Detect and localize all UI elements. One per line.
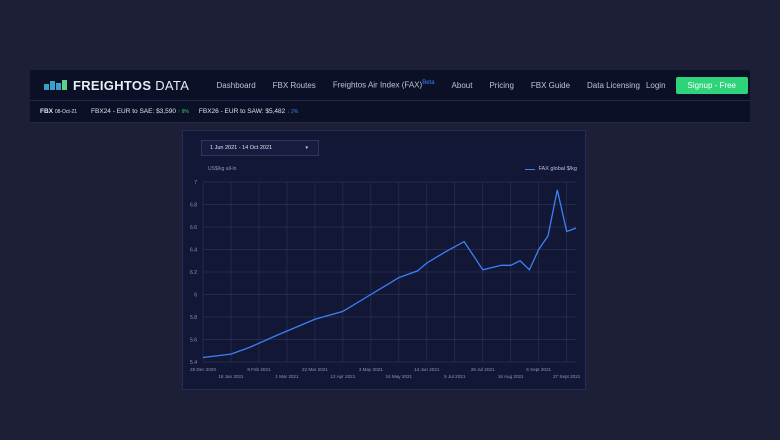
logo-icon — [44, 80, 67, 90]
ticker-label: FBX 08-Oct-21 — [40, 108, 78, 115]
x-tick-label: 26 Jul 2021 — [471, 367, 495, 372]
ticker-bar: FBX 08-Oct-21 FBX24 - EUR to SAE: $3,590… — [30, 101, 750, 123]
beta-badge: Beta — [422, 80, 435, 87]
date-range-select[interactable]: 1 Jun 2021 - 14 Oct 2021 ▾ — [201, 140, 319, 156]
y-tick-label: 6.8 — [190, 203, 197, 209]
logo-text: FREIGHTOS — [73, 77, 152, 93]
y-tick-label: 5.4 — [190, 360, 197, 366]
logo-text-light: DATA — [151, 77, 190, 93]
nav-fax[interactable]: Freightos Air Index (FAX)Beta — [333, 80, 435, 90]
y-tick-label: 5.6 — [190, 338, 197, 344]
y-tick-label: 6.6 — [190, 225, 197, 231]
chart-legend[interactable]: FAX global $/kg — [525, 166, 577, 172]
x-tick-label: 5 Jul 2021 — [444, 374, 466, 379]
nav-fax-label: Freightos Air Index (FAX) — [332, 80, 423, 90]
x-tick-label: 18 Jan 2021 — [218, 374, 244, 379]
y-tick-label: 6 — [194, 293, 197, 299]
x-tick-label: 3 May 2021 — [359, 367, 383, 372]
y-axis-unit: US$/kg all-in — [208, 166, 237, 172]
y-tick-label: 7 — [194, 180, 197, 186]
x-tick-label: 6 Sept 2021 — [526, 367, 551, 372]
series-line — [202, 189, 577, 359]
nav-dashboard[interactable]: Dashboard — [216, 80, 256, 90]
nav-pricing[interactable]: Pricing — [489, 80, 514, 90]
signup-button[interactable]: Signup - Free — [675, 76, 748, 94]
ticker-item[interactable]: FBX26 - EUR to SAW: $5,482 ↓ 2% — [198, 108, 299, 115]
chart-card: 1 Jun 2021 - 14 Oct 2021 ▾ US$/kg all-in … — [182, 130, 586, 390]
nav-about[interactable]: About — [451, 80, 473, 90]
x-tick-label: 1 Mar 2021 — [275, 374, 299, 379]
chevron-down-icon: ▾ — [305, 145, 308, 151]
y-tick-label: 5.8 — [190, 315, 197, 321]
ticker-date: 08-Oct-21 — [54, 109, 78, 115]
ticker-item[interactable]: FBX24 - EUR to SAE: $3,590 ↑ 9% — [91, 108, 189, 115]
x-tick-label: 12 Apr 2021 — [330, 374, 355, 379]
change-up: ↑ 9% — [177, 109, 189, 115]
nav-login[interactable]: Login — [645, 80, 666, 90]
x-tick-label: 16 Aug 2021 — [498, 374, 524, 379]
x-tick-label: 27 Sept 2021 — [553, 374, 581, 379]
x-tick-label: 8 Feb 2021 — [247, 367, 271, 372]
x-tick-label: 14 Jun 2021 — [414, 367, 440, 372]
x-tick-label: 22 Mar 2021 — [302, 367, 328, 372]
change-down: ↓ 2% — [287, 109, 299, 115]
nav-fbx-routes[interactable]: FBX Routes — [272, 80, 316, 90]
x-tick-label: 28 Dec 2020 — [190, 367, 216, 372]
y-tick-label: 6.2 — [190, 270, 197, 276]
y-tick-label: 6.4 — [190, 248, 197, 254]
legend-swatch — [525, 168, 536, 170]
x-tick-label: 24 May 2021 — [386, 374, 413, 379]
nav-fbx-guide[interactable]: FBX Guide — [530, 80, 571, 90]
nav-data-licensing[interactable]: Data Licensing — [587, 80, 640, 90]
top-nav: FREIGHTOS DATA Dashboard FBX Routes Frei… — [30, 70, 750, 101]
logo[interactable]: FREIGHTOS DATA — [44, 78, 189, 93]
